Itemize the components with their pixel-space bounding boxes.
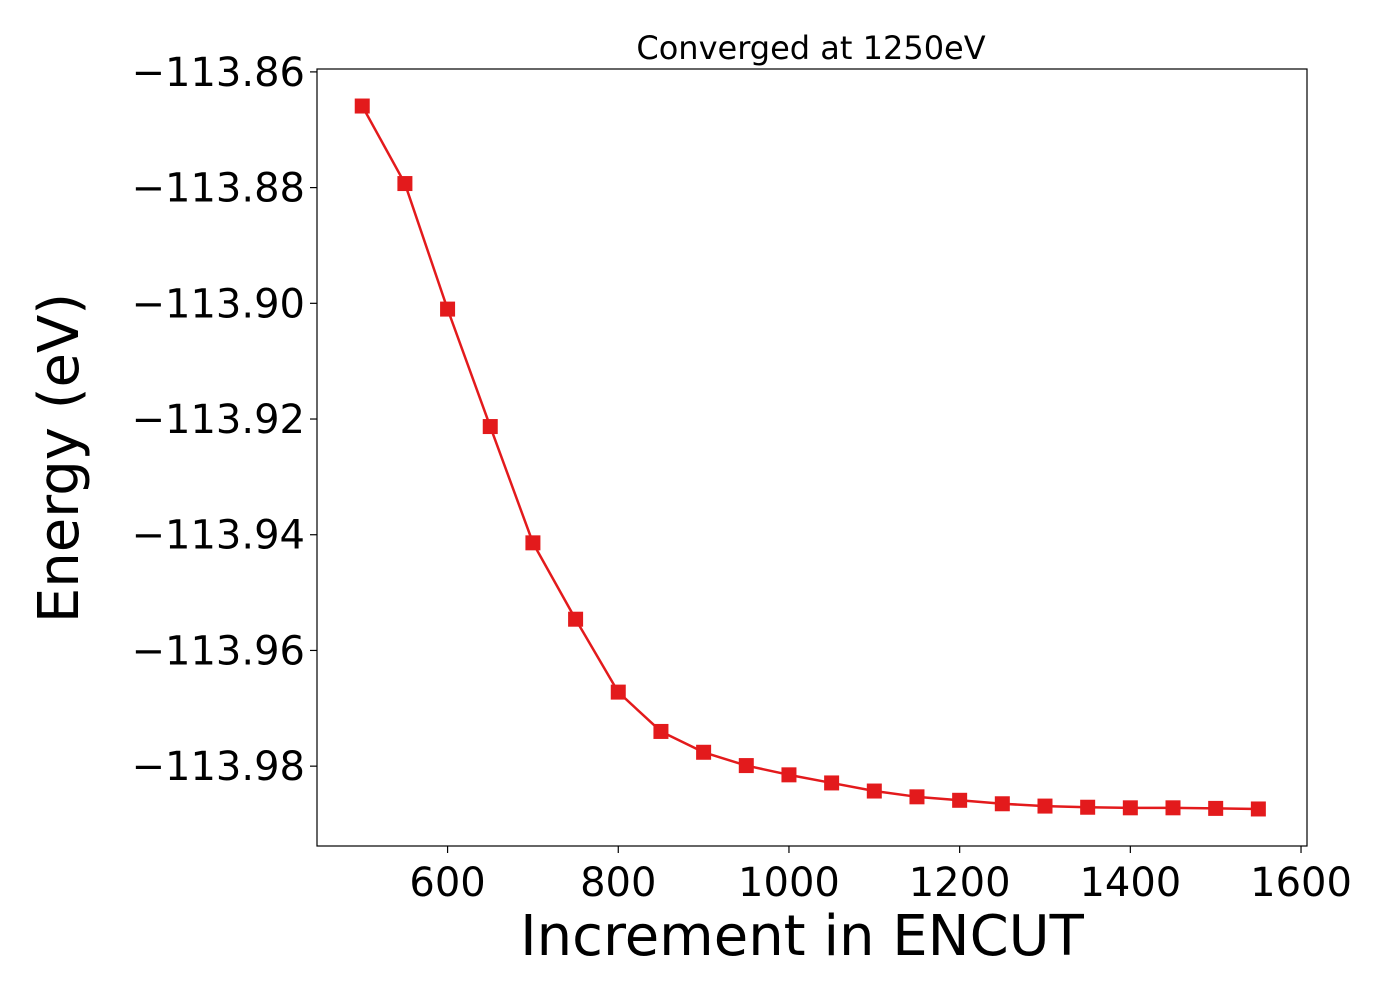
- data-point-marker: [354, 98, 370, 114]
- y-tick-label: −113.88: [132, 166, 305, 212]
- data-point-marker: [952, 792, 968, 808]
- data-point-marker: [1037, 798, 1053, 814]
- x-tick-label: 600: [409, 860, 485, 906]
- data-point-marker: [525, 535, 541, 551]
- data-point-marker: [738, 758, 754, 774]
- series-line: [361, 105, 1259, 811]
- data-point-marker: [397, 176, 413, 192]
- plot-area-frame: [316, 68, 1308, 847]
- data-point-marker: [994, 796, 1010, 812]
- x-tick-label: 1600: [1250, 860, 1352, 906]
- y-tick-label: −113.98: [132, 744, 305, 790]
- data-point-marker: [696, 744, 712, 760]
- data-point-marker: [653, 723, 669, 739]
- data-point-marker: [568, 611, 584, 627]
- data-series: [354, 98, 1266, 817]
- x-axis-label: Increment in ENCUT: [520, 904, 1085, 969]
- y-axis-label: Energy (eV): [27, 293, 92, 623]
- data-point-marker: [610, 684, 626, 700]
- data-point-marker: [1122, 800, 1138, 816]
- data-point-marker: [781, 767, 797, 783]
- data-point-marker: [1250, 801, 1266, 817]
- data-point-marker: [866, 783, 882, 799]
- x-tick-label: 1000: [738, 860, 840, 906]
- y-tick-label: −113.96: [132, 628, 305, 674]
- x-axis: 600 800 1000 1200 1400 1600: [409, 846, 1352, 906]
- x-tick-label: 1200: [909, 860, 1011, 906]
- x-tick-label: 800: [580, 860, 656, 906]
- data-point-marker: [1208, 800, 1224, 816]
- data-point-marker: [440, 301, 456, 317]
- y-tick-label: −113.92: [132, 397, 305, 443]
- y-tick-label: −113.90: [132, 281, 305, 327]
- data-point-marker: [1080, 799, 1096, 815]
- data-point-marker: [1165, 800, 1181, 816]
- y-tick-label: −113.94: [132, 513, 305, 559]
- data-point-marker: [482, 419, 498, 435]
- y-axis: −113.86 −113.88 −113.90 −113.92 −113.94 −113.…: [132, 50, 317, 790]
- x-tick-label: 1400: [1079, 860, 1181, 906]
- data-point-marker: [824, 775, 840, 791]
- data-point-marker: [909, 789, 925, 805]
- y-tick-label: −113.86: [132, 50, 305, 96]
- chart-title: Converged at 1250eV: [636, 29, 985, 67]
